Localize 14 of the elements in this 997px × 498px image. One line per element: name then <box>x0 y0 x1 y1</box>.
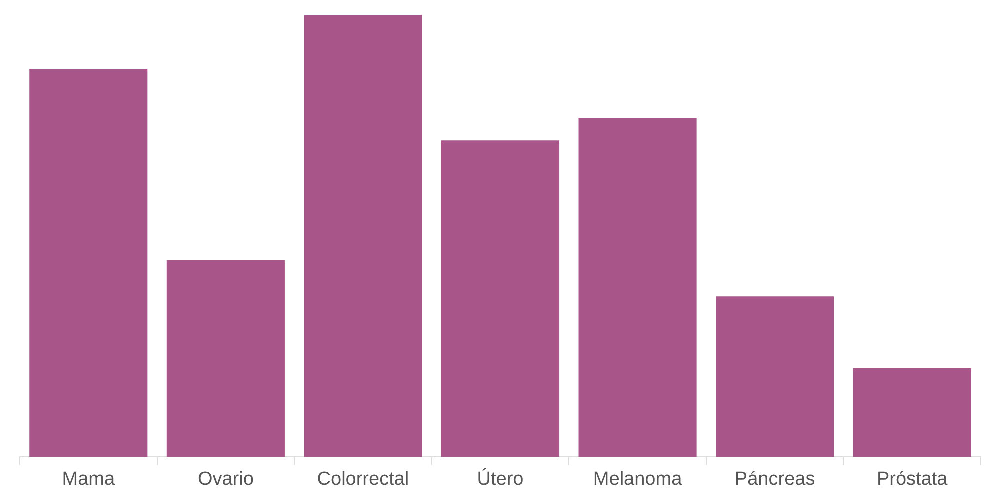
bar <box>853 368 972 458</box>
bar <box>30 68 148 458</box>
x-tick-label: Próstata <box>876 468 948 490</box>
bar <box>716 296 834 458</box>
x-tick-label: Mama <box>62 468 116 490</box>
x-tick-label: Útero <box>477 468 524 490</box>
x-tick-label: Colorrectal <box>317 468 410 490</box>
x-tick-label: Melanoma <box>593 468 683 490</box>
bar <box>166 260 285 458</box>
bar <box>304 15 422 458</box>
x-tick-label: Páncreas <box>734 468 816 490</box>
x-tick-label: Ovario <box>198 468 254 490</box>
bar <box>441 140 560 458</box>
bar <box>578 118 697 458</box>
